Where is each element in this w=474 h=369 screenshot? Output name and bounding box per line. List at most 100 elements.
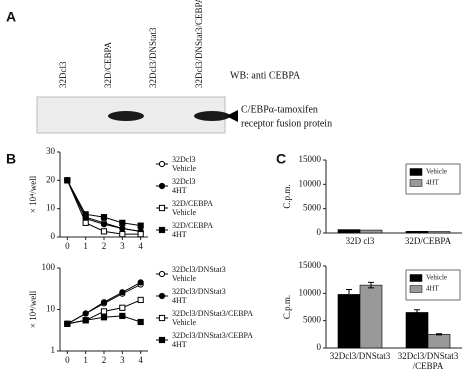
legend-label: 32Dcl3/DNStat3/CEBPA Vehicle <box>172 309 253 327</box>
x-tick-label: 4 <box>138 355 143 365</box>
marker <box>82 219 89 226</box>
x-tick-label: 32D cl3 <box>346 236 375 246</box>
y-tick-label: 10000 <box>299 178 322 188</box>
x-tick-label: 32Dcl3/DNStat3/CEBPA <box>398 351 459 369</box>
bar <box>405 230 429 234</box>
legend-marker <box>158 314 166 322</box>
bar <box>337 229 361 234</box>
marker <box>100 221 108 228</box>
legend-swatch <box>409 285 423 293</box>
antibody-label: WB: anti CEBPA <box>230 70 301 81</box>
y-tick-label: 1 <box>51 345 56 355</box>
legend-label: 32Dcl3/DNStat3 4HT <box>172 287 226 305</box>
bar <box>405 312 429 349</box>
marker <box>100 308 108 315</box>
bar <box>427 231 451 234</box>
blot-band <box>108 111 144 121</box>
lane-label: 32Dcl3/DNStat3 <box>148 27 158 88</box>
bar <box>359 229 383 234</box>
y-axis-label: C.p.m. <box>282 295 292 319</box>
y-axis-label: × 10⁴/well <box>28 175 38 213</box>
legend-swatch <box>409 168 423 176</box>
marker <box>100 314 108 321</box>
marker <box>100 214 108 221</box>
bar <box>359 284 383 349</box>
marker <box>137 222 144 229</box>
marker <box>119 225 126 232</box>
x-tick-label: 32D/CEBPA <box>405 236 452 246</box>
y-tick-label: 5000 <box>303 315 322 325</box>
legend-label: 4HT <box>426 179 440 187</box>
x-tick-label: 2 <box>102 241 107 251</box>
lane-label: 32Dcl3/DNStat3/CEBPA <box>194 0 204 88</box>
marker <box>137 231 144 238</box>
legend-label: 4HT <box>426 285 440 293</box>
marker <box>119 289 126 296</box>
y-tick-label: 10 <box>46 203 56 213</box>
legend-marker <box>158 336 166 344</box>
legend-label: Vehicle <box>426 168 447 176</box>
marker <box>64 177 71 184</box>
marker <box>100 228 108 235</box>
y-tick-label: 0 <box>317 342 322 352</box>
x-tick-label: 1 <box>83 241 88 251</box>
marker <box>82 310 89 317</box>
legend-label: 32Dcl3 Vehicle <box>172 155 196 173</box>
x-tick-label: 3 <box>120 355 125 365</box>
x-tick-label: 2 <box>102 355 107 365</box>
marker <box>137 318 144 326</box>
lane-label: 32Dcl3 <box>58 61 68 88</box>
marker <box>137 279 144 286</box>
marker <box>119 304 126 311</box>
lane-label: 32D/CEBPA <box>103 41 113 88</box>
y-axis-label: C.p.m. <box>282 184 292 208</box>
bar <box>427 334 451 349</box>
y-tick-label: 100 <box>42 262 56 272</box>
legend-label: 32D/CEBPA 4HT <box>172 221 213 239</box>
legend-swatch <box>409 179 423 187</box>
panel-label: B <box>6 151 16 167</box>
legend-marker <box>158 204 166 212</box>
legend-marker <box>158 182 166 190</box>
y-tick-label: 0 <box>51 231 56 241</box>
marker <box>137 296 144 304</box>
y-tick-label: 10000 <box>299 287 322 297</box>
marker <box>119 231 126 238</box>
legend-label: 32Dcl3/DNStat3 Vehicle <box>172 265 226 283</box>
legend-label: Vehicle <box>426 274 447 282</box>
x-tick-label: 1 <box>83 355 88 365</box>
marker <box>119 312 126 320</box>
y-tick-label: 15000 <box>299 260 322 270</box>
y-tick-label: 10 <box>46 304 56 314</box>
marker <box>100 299 108 306</box>
y-tick-label: 20 <box>46 174 56 184</box>
legend-marker <box>158 226 166 234</box>
marker <box>82 317 89 324</box>
legend-swatch <box>409 274 423 282</box>
x-tick-label: 3 <box>120 241 125 251</box>
error-bar <box>436 333 442 336</box>
legend-marker <box>158 292 166 300</box>
y-tick-label: 15000 <box>299 154 322 164</box>
x-tick-label: 0 <box>65 241 70 251</box>
legend-marker <box>158 270 166 278</box>
error-bar <box>414 309 420 316</box>
panel-label: C <box>276 151 286 167</box>
legend-marker <box>158 160 166 168</box>
marker <box>119 219 126 226</box>
error-bar <box>368 281 374 289</box>
legend-label: 32D/CEBPA Vehicle <box>172 199 213 217</box>
x-tick-label: 4 <box>138 241 143 251</box>
legend-label: 32Dcl3/DNStat3/CEBPA 4HT <box>172 331 253 349</box>
y-tick-label: 0 <box>317 227 322 237</box>
blot-band <box>194 111 230 121</box>
panel-label: A <box>6 9 16 25</box>
y-axis-label: × 10⁴/well <box>28 290 38 328</box>
x-tick-label: 0 <box>65 355 70 365</box>
marker <box>64 320 71 327</box>
bar <box>337 294 361 349</box>
y-tick-label: 30 <box>46 146 56 156</box>
y-tick-label: 5000 <box>303 203 322 213</box>
error-bar <box>346 289 352 300</box>
